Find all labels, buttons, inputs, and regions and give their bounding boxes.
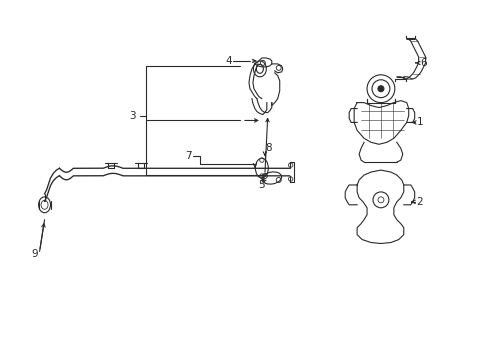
Text: 9: 9 — [32, 249, 38, 260]
Text: 6: 6 — [420, 58, 427, 68]
Text: 7: 7 — [185, 151, 192, 161]
Text: 5: 5 — [258, 180, 265, 190]
Text: 4: 4 — [225, 56, 232, 66]
Text: 8: 8 — [265, 143, 271, 153]
Text: 2: 2 — [416, 197, 423, 207]
Text: 1: 1 — [416, 117, 423, 127]
Text: 3: 3 — [129, 111, 136, 121]
Circle shape — [378, 86, 384, 92]
